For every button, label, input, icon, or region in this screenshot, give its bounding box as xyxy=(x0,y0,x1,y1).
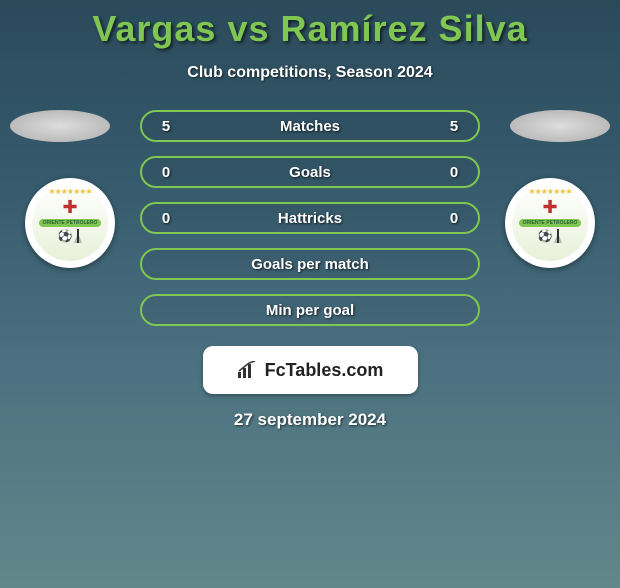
stat-row-goals: 0 Goals 0 xyxy=(140,156,480,188)
stat-label: Matches xyxy=(176,118,444,135)
stat-row-goals-per-match: Goals per match xyxy=(140,248,480,280)
stat-label: Min per goal xyxy=(176,302,444,319)
footer-date: 27 september 2024 xyxy=(0,410,620,430)
comparison-content: ★★★★★★★ ✚ ORIENTE PETROLERO ⚽ ★★★★★★★ ✚ … xyxy=(0,110,620,430)
badge-bottom-icons: ⚽ xyxy=(538,229,563,243)
stat-row-min-per-goal: Min per goal xyxy=(140,294,480,326)
oil-derrick-icon xyxy=(554,229,562,243)
badge-cross-icon: ✚ xyxy=(62,197,77,218)
comparison-title: Vargas vs Ramírez Silva xyxy=(0,8,620,50)
stat-label: Goals per match xyxy=(176,256,444,273)
club-badge-left[interactable]: ★★★★★★★ ✚ ORIENTE PETROLERO ⚽ xyxy=(25,178,115,268)
brand-box[interactable]: FcTables.com xyxy=(203,346,418,394)
club-badge-right[interactable]: ★★★★★★★ ✚ ORIENTE PETROLERO ⚽ xyxy=(505,178,595,268)
stat-value-left: 0 xyxy=(156,210,176,227)
club-badge-inner: ★★★★★★★ ✚ ORIENTE PETROLERO ⚽ xyxy=(32,185,108,261)
stat-value-left: 5 xyxy=(156,118,176,135)
badge-stars-icon: ★★★★★★★ xyxy=(48,187,91,196)
player-placeholder-left xyxy=(10,110,110,142)
player-placeholder-right xyxy=(510,110,610,142)
stat-value-right: 0 xyxy=(444,210,464,227)
club-badge-inner: ★★★★★★★ ✚ ORIENTE PETROLERO ⚽ xyxy=(512,185,588,261)
soccer-ball-icon: ⚽ xyxy=(58,229,73,243)
badge-text: ORIENTE PETROLERO xyxy=(519,219,582,227)
badge-cross-icon: ✚ xyxy=(542,197,557,218)
oil-derrick-icon xyxy=(74,229,82,243)
stat-value-right: 5 xyxy=(444,118,464,135)
stats-table: 5 Matches 5 0 Goals 0 0 Hattricks 0 Goal… xyxy=(140,110,480,326)
stat-row-matches: 5 Matches 5 xyxy=(140,110,480,142)
badge-bottom-icons: ⚽ xyxy=(58,229,83,243)
bar-chart-icon xyxy=(237,361,259,379)
soccer-ball-icon: ⚽ xyxy=(538,229,553,243)
brand-text: FcTables.com xyxy=(265,360,384,381)
stat-label: Goals xyxy=(176,164,444,181)
comparison-subtitle: Club competitions, Season 2024 xyxy=(0,64,620,82)
stat-value-left: 0 xyxy=(156,164,176,181)
badge-text: ORIENTE PETROLERO xyxy=(39,219,102,227)
stat-label: Hattricks xyxy=(176,210,444,227)
stat-row-hattricks: 0 Hattricks 0 xyxy=(140,202,480,234)
stat-value-right: 0 xyxy=(444,164,464,181)
badge-stars-icon: ★★★★★★★ xyxy=(528,187,571,196)
